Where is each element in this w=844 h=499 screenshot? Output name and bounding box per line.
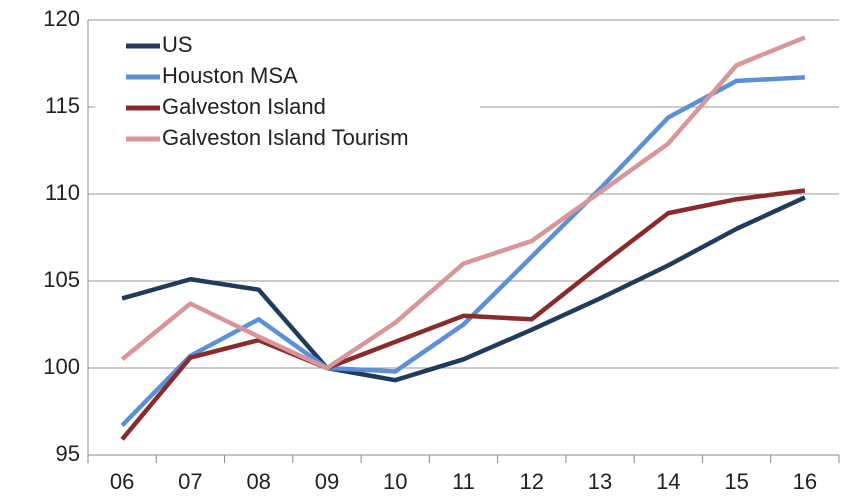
line-series <box>120 188 806 441</box>
x-tick-label: 11 <box>452 469 475 494</box>
x-tick-label: 10 <box>383 469 407 494</box>
line-series <box>120 75 805 427</box>
line-series <box>121 195 806 383</box>
line-series <box>120 35 806 371</box>
y-tick-label: 105 <box>43 267 80 292</box>
legend-box <box>95 28 480 156</box>
legend-label: Galveston Island Tourism <box>162 125 409 150</box>
legend-label: Houston MSA <box>162 63 298 88</box>
y-tick-label: 115 <box>45 93 80 118</box>
x-tick-label: 09 <box>315 469 339 494</box>
x-tick-label: 13 <box>588 469 612 494</box>
x-tick-label: 06 <box>110 469 134 494</box>
x-tick-label: 07 <box>178 469 202 494</box>
y-tick-label: 120 <box>43 6 80 31</box>
y-tick-label: 110 <box>45 180 80 205</box>
legend-label: US <box>162 32 193 57</box>
x-tick-label: 12 <box>520 469 544 494</box>
legend-label: Galveston Island <box>162 94 326 119</box>
y-tick-label: 100 <box>43 354 80 379</box>
x-tick-label: 08 <box>246 469 270 494</box>
y-tick-label: 95 <box>56 441 80 466</box>
x-tick-label: 16 <box>793 469 817 494</box>
x-tick-label: 15 <box>724 469 748 494</box>
x-tick-label: 14 <box>656 469 680 494</box>
